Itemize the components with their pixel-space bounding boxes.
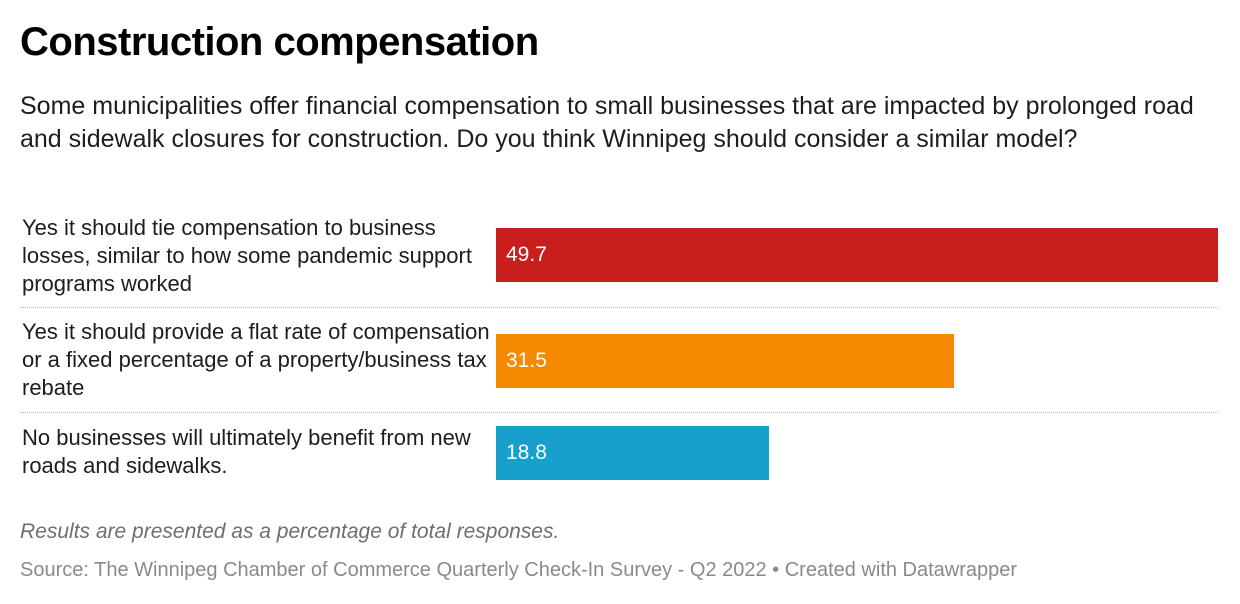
- chart-subtitle: Some municipalities offer financial comp…: [20, 92, 1194, 153]
- category-label: Yes it should provide a flat rate of com…: [22, 319, 490, 400]
- row-divider: [20, 307, 1218, 308]
- category-label: Yes it should tie compensation to busine…: [22, 215, 472, 296]
- row-divider: [20, 412, 1218, 413]
- chart-note: Results are presented as a percentage of…: [20, 520, 560, 543]
- chart-source: Source: The Winnipeg Chamber of Commerce…: [20, 559, 1018, 581]
- bar-value-label: 49.7: [506, 243, 547, 266]
- chart-title: Construction compensation: [20, 20, 539, 64]
- bar: 31.5: [496, 334, 954, 388]
- bar-chart: Yes it should tie compensation to busine…: [20, 210, 1218, 490]
- category-label: No businesses will ultimately benefit fr…: [22, 425, 471, 478]
- bar: 18.8: [496, 426, 769, 480]
- bar: 49.7: [496, 228, 1218, 282]
- bar-value-label: 31.5: [506, 349, 547, 372]
- bar-value-label: 18.8: [506, 441, 547, 464]
